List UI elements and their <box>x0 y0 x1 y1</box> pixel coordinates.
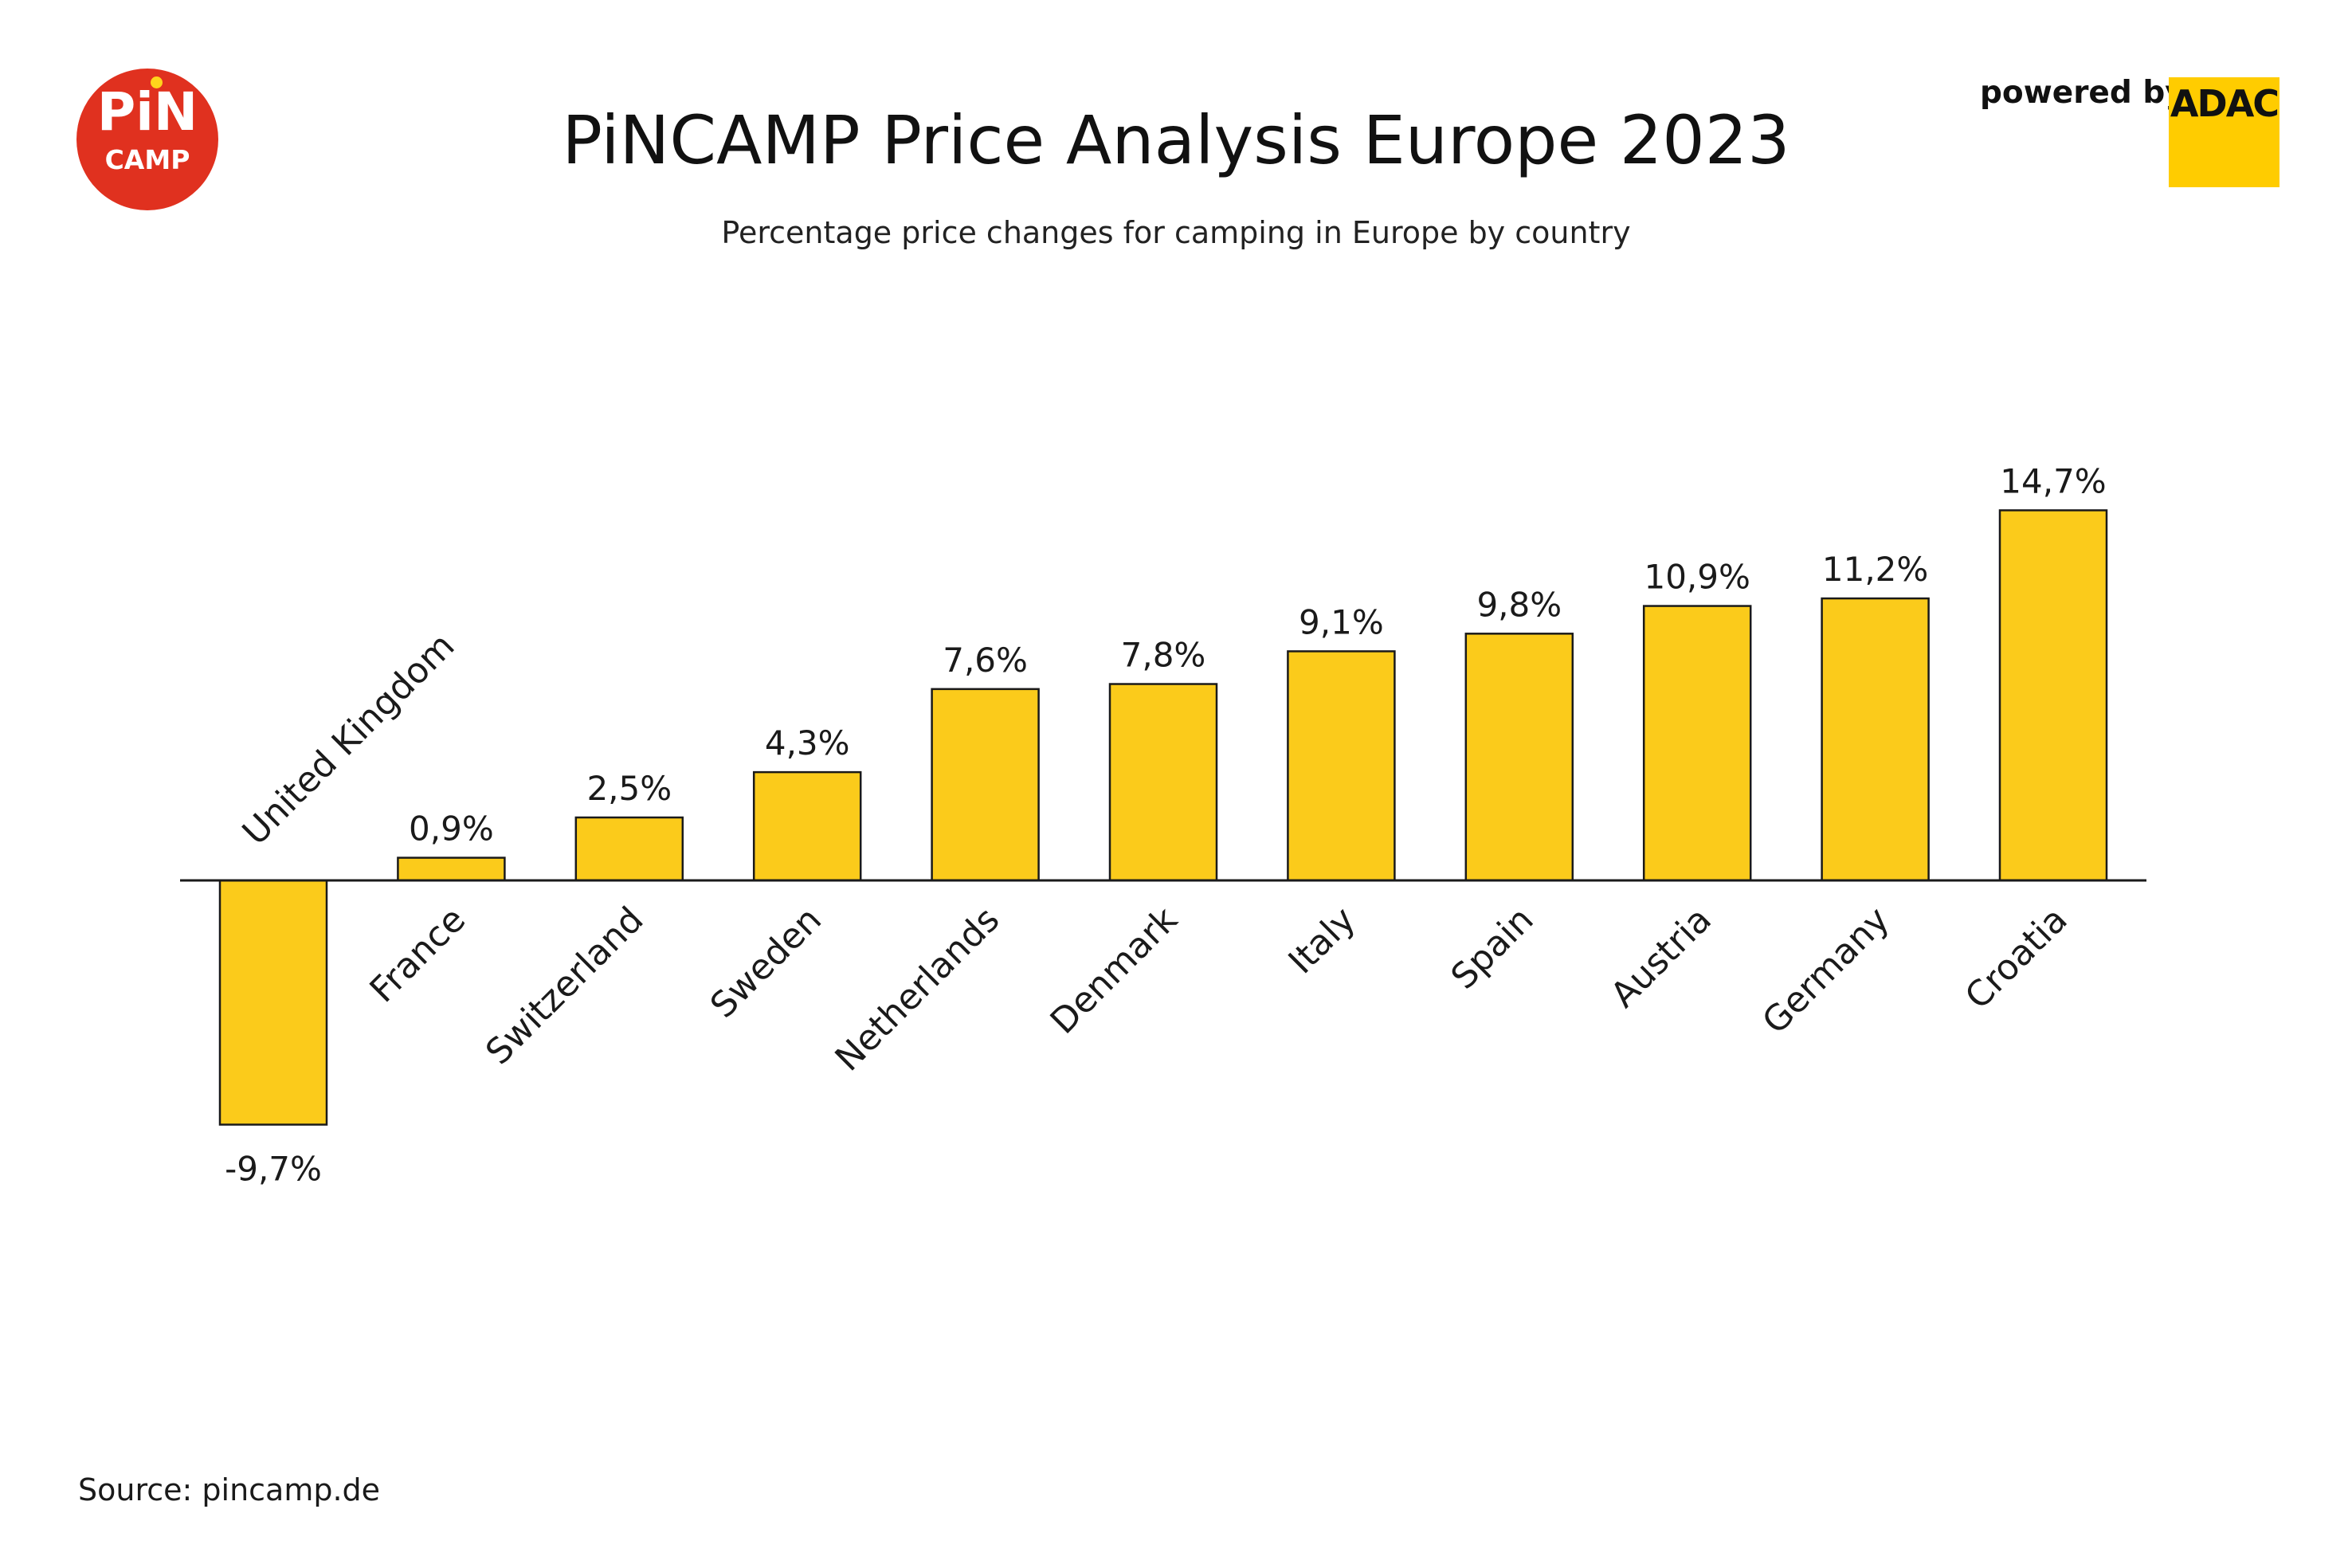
category-label: Spain <box>1444 900 1542 998</box>
bar-switzerland <box>574 816 684 882</box>
category-label: Italy <box>1281 900 1364 982</box>
chart-subtitle: Percentage price changes for camping in … <box>721 215 1631 250</box>
data-label: -9,7% <box>225 1150 322 1189</box>
chart-title: PiNCAMP Price Analysis Europe 2023 <box>562 101 1790 179</box>
data-label: 10,9% <box>1644 558 1750 597</box>
bar-germany <box>1821 597 1930 882</box>
bar-netherlands <box>931 688 1040 882</box>
category-label: Sweden <box>703 900 829 1026</box>
adac-logo-text: ADAC <box>2170 82 2279 125</box>
logo-text-pin: PiN <box>96 81 198 143</box>
data-label: 4,3% <box>765 723 850 762</box>
data-label: 2,5% <box>586 769 672 808</box>
data-label: 7,8% <box>1121 636 1206 675</box>
logo-dot-icon <box>151 76 163 88</box>
bar-italy <box>1287 650 1396 882</box>
bar-united-kingdom <box>218 879 328 1126</box>
category-label: Netherlands <box>828 900 1008 1080</box>
adac-logo: ADAC <box>2169 77 2279 187</box>
data-label: 0,9% <box>409 809 494 849</box>
data-label: 9,1% <box>1299 602 1384 641</box>
category-label: France <box>363 900 474 1011</box>
data-label: 14,7% <box>2000 461 2106 500</box>
logo-text-camp: CAMP <box>104 144 190 175</box>
category-label: Germany <box>1754 900 1897 1042</box>
pincamp-logo: PiN CAMP <box>76 69 218 210</box>
powered-by-label: powered by <box>1980 75 2185 111</box>
category-label: Denmark <box>1043 899 1186 1041</box>
category-label: Austria <box>1603 900 1719 1016</box>
bar-croatia <box>1998 509 2108 882</box>
bar-austria <box>1642 605 1752 882</box>
data-label: 9,8% <box>1476 585 1562 624</box>
category-label: Croatia <box>1958 900 2076 1017</box>
data-label: 7,6% <box>943 641 1028 680</box>
category-label: Switzerland <box>478 900 652 1073</box>
bar-spain <box>1464 633 1574 882</box>
data-label: 11,2% <box>1822 550 1928 589</box>
source-note: Source: pincamp.de <box>78 1472 381 1507</box>
bar-sweden <box>752 770 862 882</box>
bar-france <box>397 857 506 882</box>
bar-denmark <box>1108 683 1218 882</box>
